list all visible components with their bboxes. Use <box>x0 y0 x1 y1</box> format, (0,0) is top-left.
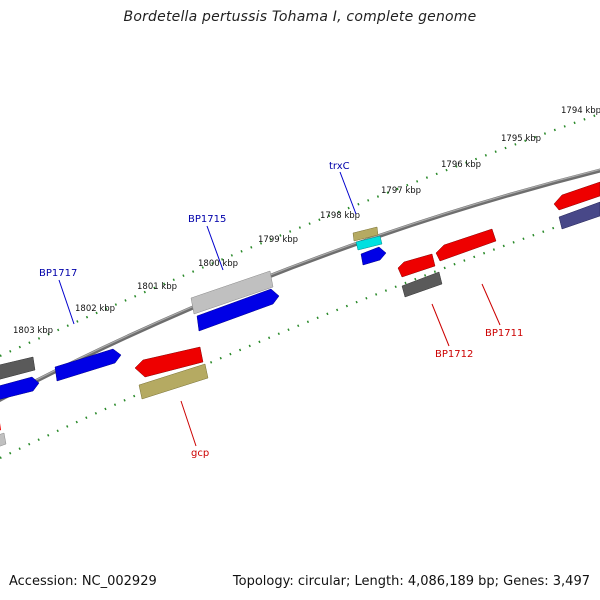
gene-label-BP1715[interactable]: BP1715 <box>188 214 226 225</box>
leader-gcp <box>180 400 197 447</box>
gene-gcp[interactable] <box>138 363 209 400</box>
gene-trxC[interactable] <box>352 226 379 242</box>
gene-cyan[interactable] <box>355 235 383 251</box>
gene-blue-trxC-adjacent[interactable] <box>360 246 387 266</box>
ruler-label-1794: 1794 kbp <box>561 106 600 116</box>
gene-gray-left[interactable] <box>0 356 36 380</box>
ruler-label-1801: 1801 kbp <box>137 282 177 292</box>
gene-BP1715[interactable] <box>190 270 274 315</box>
genome-title: Bordetella pertussis Tohama I, complete … <box>123 9 477 25</box>
leader-trxC <box>339 171 357 215</box>
ruler-label-1797: 1797 kbp <box>381 186 421 196</box>
gene-indigo-right[interactable] <box>558 201 600 230</box>
leader-BP1717 <box>58 279 75 325</box>
gene-blue-left[interactable] <box>0 376 40 400</box>
ruler-label-1796: 1796 kbp <box>441 160 481 170</box>
gene-BP1712[interactable] <box>401 271 443 298</box>
gene-red-right[interactable] <box>553 181 600 211</box>
leader-BP1711 <box>481 283 501 326</box>
gene-label-BP1712[interactable]: BP1712 <box>435 349 473 360</box>
ruler-label-1798: 1798 kbp <box>320 211 360 221</box>
gene-label-gcp[interactable]: gcp <box>191 448 209 459</box>
genome-summary-text: Topology: circular; Length: 4,086,189 bp… <box>232 574 590 589</box>
accession-text: Accession: NC_002929 <box>9 574 157 589</box>
gene-red-gcp-adjacent[interactable] <box>134 346 204 378</box>
upper-ruler <box>0 112 600 358</box>
leader-BP1715 <box>206 225 224 271</box>
gene-silver-left-partial[interactable] <box>0 432 7 448</box>
leader-BP1712 <box>431 303 450 347</box>
ruler-label-1802: 1802 kbp <box>75 304 115 314</box>
ruler-label-1795: 1795 kbp <box>501 134 541 144</box>
gene-red-BP1712-adjacent[interactable] <box>397 253 436 278</box>
ruler-label-1799: 1799 kbp <box>258 235 298 245</box>
gene-label-BP1717[interactable]: BP1717 <box>39 268 77 279</box>
ruler-label-1800: 1800 kbp <box>198 259 238 269</box>
gene-label-BP1711[interactable]: BP1711 <box>485 328 523 339</box>
gene-blue-BP1715-adjacent[interactable] <box>196 288 280 332</box>
gene-BP1717[interactable] <box>54 348 122 382</box>
ruler-label-1803: 1803 kbp <box>13 326 53 336</box>
gene-BP1711[interactable] <box>435 228 497 262</box>
gene-label-trxC[interactable]: trxC <box>329 161 350 172</box>
gene-red-left-partial[interactable] <box>0 423 1 432</box>
